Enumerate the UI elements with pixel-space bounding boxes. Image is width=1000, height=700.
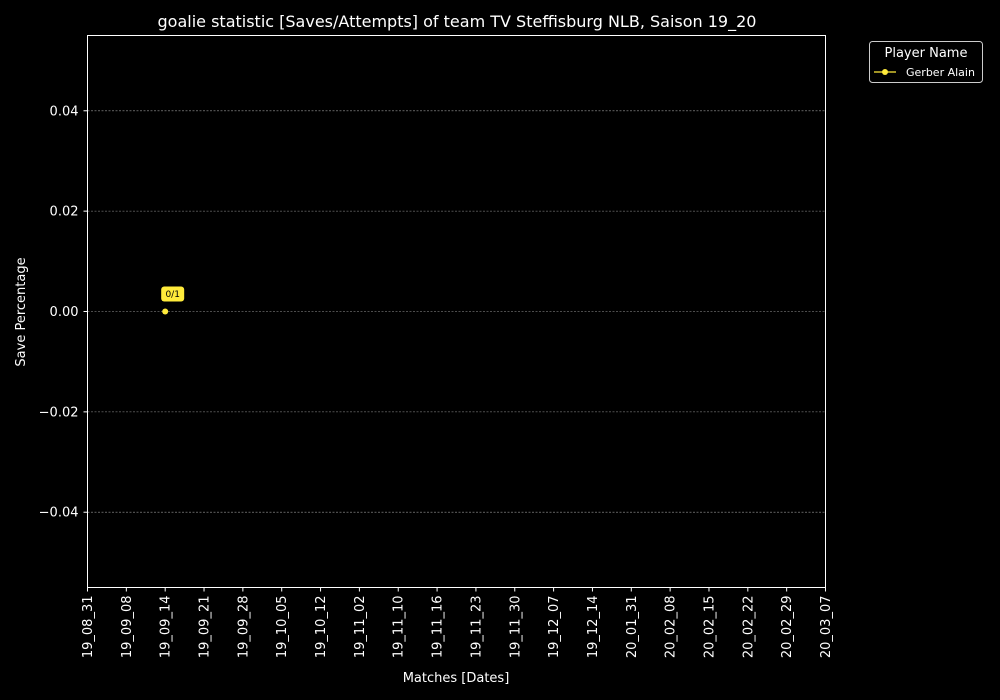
x-axis-label: Matches [Dates] xyxy=(403,671,510,686)
legend-marker-gerber-alain xyxy=(882,69,888,75)
x-tick-label: 19_12_14 xyxy=(586,596,601,659)
x-tick-label: 20_02_29 xyxy=(780,596,795,659)
x-axis: 19_08_31 19_09_08 19_09_14 19_09_21 19_09_28… xyxy=(81,587,834,659)
x-tick-label: 19_09_28 xyxy=(236,596,251,659)
y-tick-label: 0.04 xyxy=(50,104,79,119)
x-tick-label: 20_02_08 xyxy=(664,596,679,659)
x-tick-label: 20_02_22 xyxy=(741,596,756,659)
y-axis: 0.04 0.02 0.00 −0.02 −0.04 xyxy=(39,104,88,521)
y-tick-label: −0.02 xyxy=(39,405,79,420)
legend-box xyxy=(869,41,983,83)
x-tick-label: 20_01_31 xyxy=(625,596,640,659)
y-tick-label: 0.00 xyxy=(50,305,79,320)
x-tick-label: 19_08_31 xyxy=(81,596,96,659)
x-tick-label: 19_12_07 xyxy=(547,596,562,659)
legend-label-gerber-alain: Gerber Alain xyxy=(906,66,975,79)
x-tick-label: 19_11_10 xyxy=(392,596,407,659)
y-axis-label: Save Percentage xyxy=(14,257,29,366)
x-tick-label: 19_11_23 xyxy=(469,596,484,659)
y-tick-label: 0.02 xyxy=(50,205,79,220)
series-layer: 0/1 xyxy=(161,286,185,315)
x-tick-label: 19_11_30 xyxy=(508,596,523,659)
data-label-box xyxy=(161,286,185,302)
x-tick-label: 19_09_08 xyxy=(120,596,135,659)
chart-title: goalie statistic [Saves/Attempts] of tea… xyxy=(158,12,757,32)
x-tick-label: 19_10_05 xyxy=(275,596,290,659)
data-point xyxy=(162,308,169,315)
x-tick-label: 20_02_15 xyxy=(702,596,717,659)
y-tick-label: −0.04 xyxy=(39,506,79,521)
x-tick-label: 19_11_02 xyxy=(353,596,368,659)
x-tick-label: 19_09_21 xyxy=(198,596,213,659)
legend-title: Player Name xyxy=(885,46,968,61)
x-tick-label: 20_03_07 xyxy=(819,596,834,659)
x-tick-label: 19_10_12 xyxy=(314,596,329,659)
data-label: 0/1 xyxy=(165,290,179,300)
x-tick-label: 19_11_16 xyxy=(431,596,446,659)
legend: Player Name Gerber Alain xyxy=(869,41,983,83)
x-tick-label: 19_09_14 xyxy=(159,596,174,659)
grid xyxy=(87,110,826,513)
